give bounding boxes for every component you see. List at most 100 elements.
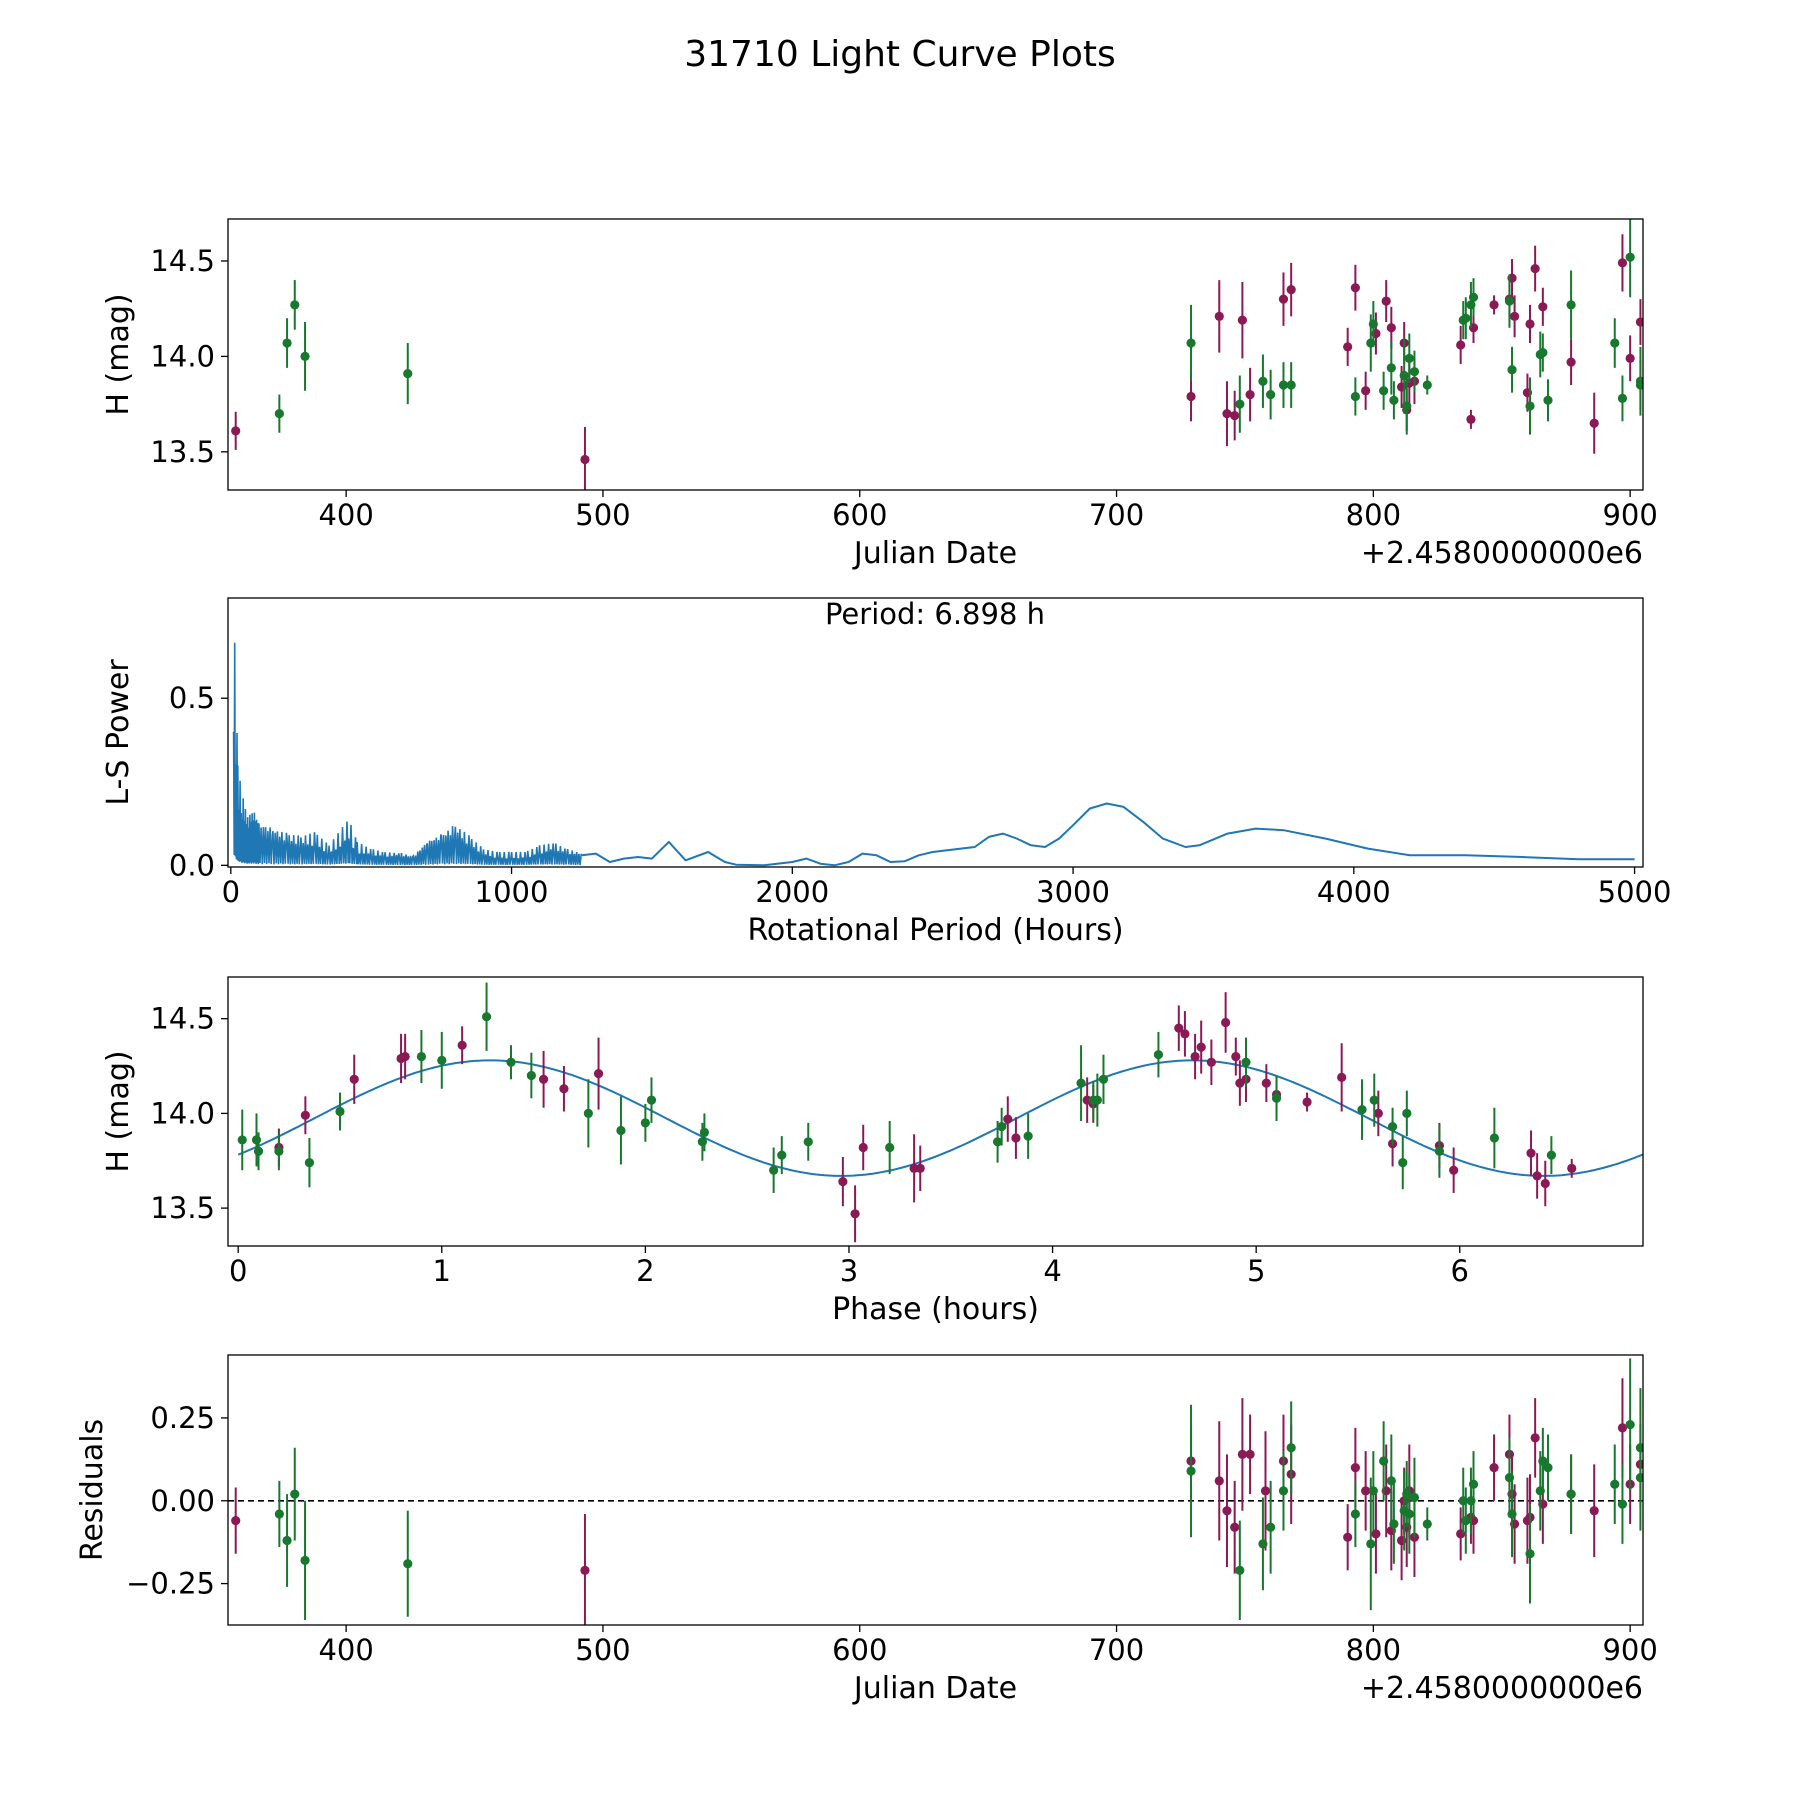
data-point [1245,1449,1255,1459]
data-point [1235,1565,1245,1575]
data-point [1186,338,1196,348]
data-point [1361,386,1371,396]
data-point [1525,319,1535,329]
data-point [251,1135,262,1145]
data-point [1461,313,1471,323]
data-point [1635,317,1643,327]
x-tick-label: 1 [433,1254,451,1288]
data-point [1468,1479,1479,1489]
data-point [1245,389,1255,400]
plot-area [237,982,1643,1243]
x-tick-label: 900 [1602,1633,1657,1667]
panel-phased-curve: 0 1 2 3 4 5 6 13.5 14.0 14.5 Phase (hours) H (mag) [101,976,1644,1327]
data-point [1625,252,1635,262]
data-point [253,1146,264,1156]
y-tick-label: 13.5 [150,1191,215,1225]
data-point [1538,347,1548,358]
data-point [274,409,284,419]
data-point [1368,1486,1378,1496]
data-point [274,1509,284,1519]
data-point [231,426,241,436]
data-point [1402,401,1412,411]
data-point [1617,1499,1628,1509]
data-point [1456,340,1466,350]
data-point [538,1074,549,1084]
data-point [349,1074,359,1084]
model-fit-curve [237,1059,1643,1177]
panel-periodogram: Period: 6.898 h 0 1000 2000 3000 4000 5000 0.0 0… [101,597,1671,948]
data-point [1434,1146,1445,1156]
data-point [1222,1506,1232,1516]
data-point [1635,376,1643,386]
data-point [646,1095,657,1105]
data-point [290,1489,300,1499]
y-tick-label: 14.0 [150,339,215,373]
data-point [1350,1509,1360,1519]
x-tick-label: 0 [222,875,240,909]
data-point [1381,296,1391,306]
data-point [1610,1479,1620,1489]
periodogram-short-period-line [232,642,582,866]
data-point [1369,1095,1379,1105]
axes-frame [227,976,1644,1247]
x-tick-label: 5 [1247,1254,1265,1288]
series-filter-a [231,234,1643,490]
panel-residuals: 400 500 600 700 800 900 −0.25 0.00 0.25 Julian Da… [75,1354,1658,1706]
data-point [237,1135,247,1145]
data-point [1206,1057,1216,1067]
data-point [304,1158,315,1168]
x-tick-label: 600 [832,1633,887,1667]
y-axis-label: L-S Power [101,659,136,806]
data-point [1237,1449,1247,1459]
y-tick-label: 0.0 [169,848,215,882]
plot-area [228,1358,1643,1625]
data-point [593,1069,604,1079]
x-tick-label: 0 [229,1254,247,1288]
data-point [1566,1489,1576,1499]
data-point [1011,1133,1021,1143]
data-point [282,338,292,348]
data-point [1231,1051,1241,1062]
data-point [858,1142,868,1153]
data-point [1635,1443,1643,1453]
data-point [1186,391,1196,402]
data-point [1538,1456,1548,1466]
x-tick-label: 6 [1451,1254,1469,1288]
x-tick-label: 4 [1043,1254,1061,1288]
data-point [1278,1486,1289,1496]
data-point [1098,1074,1109,1084]
data-point [1489,1133,1499,1143]
figure-title: 31710 Light Curve Plots [684,34,1116,75]
x-tick-label: 700 [1089,498,1144,532]
data-point [1532,1171,1542,1181]
data-point [1271,1093,1282,1103]
data-point [1386,323,1396,333]
data-point [437,1055,447,1065]
x-tick-label: 2 [636,1254,654,1288]
series-filter-a [274,992,1577,1243]
data-point [1266,389,1276,400]
data-point [335,1106,345,1117]
data-point [915,1163,925,1173]
x-tick-label: 1000 [475,875,549,909]
data-point [1361,1486,1371,1496]
data-point [1174,1023,1184,1033]
data-point [803,1137,813,1147]
period-annotation: Period: 6.898 h [825,597,1045,631]
data-point [290,300,300,310]
data-point [997,1122,1007,1132]
y-axis-label: H (mag) [101,293,136,415]
data-point [1625,1419,1635,1430]
data-point [300,351,310,362]
data-point [506,1057,516,1067]
data-point [1610,338,1620,348]
data-point [1371,1529,1381,1539]
data-point [1237,315,1247,325]
data-point [1566,357,1576,367]
data-point [1504,296,1515,306]
data-point [416,1051,427,1062]
x-tick-label: 800 [1346,1633,1401,1667]
data-point [1261,1078,1271,1088]
data-point [300,1555,310,1565]
x-axis-label: Julian Date [852,1671,1017,1706]
